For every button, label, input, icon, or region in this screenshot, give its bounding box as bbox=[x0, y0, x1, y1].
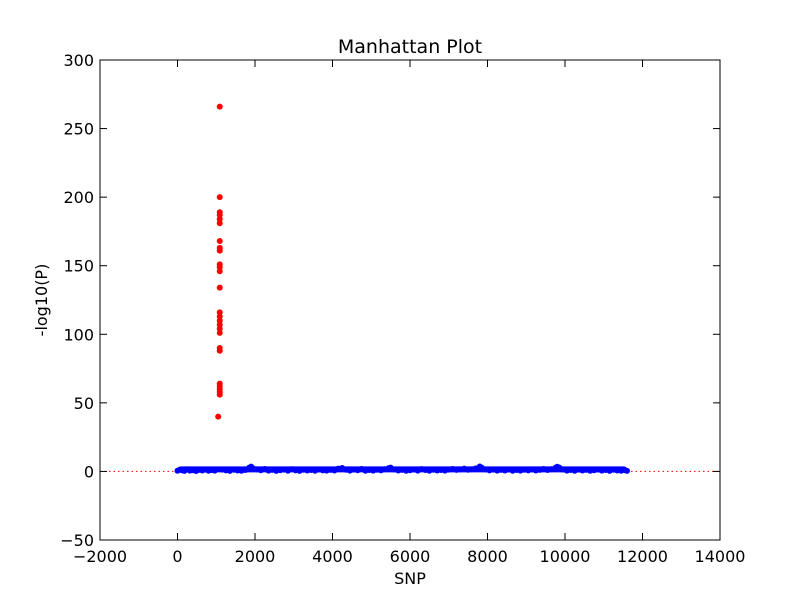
y-tick-label-7: 300 bbox=[63, 51, 94, 70]
x-tick-label-3: 4000 bbox=[312, 547, 353, 566]
snp-point-red-6 bbox=[216, 238, 223, 245]
snp-point-red-8 bbox=[216, 247, 223, 254]
snp-point-red-15 bbox=[216, 317, 223, 324]
snp-point-red-25 bbox=[216, 391, 223, 398]
snp-point-blue-13 bbox=[211, 467, 218, 474]
snp-point-red-10 bbox=[216, 264, 223, 271]
snp-point-red-16 bbox=[216, 321, 223, 328]
y-tick-label-4: 150 bbox=[63, 257, 94, 276]
snp-point-red-20 bbox=[216, 347, 223, 354]
y-tick-label-0: −50 bbox=[60, 531, 94, 550]
snp-point-red-13 bbox=[216, 309, 223, 316]
snp-point-red-0 bbox=[216, 103, 223, 110]
x-tick-label-4: 6000 bbox=[390, 547, 431, 566]
snp-point-blue-122 bbox=[624, 467, 630, 474]
y-tick-label-6: 250 bbox=[63, 120, 94, 139]
axis-ticks: −2000 0 2000 4000 6000 8000 10000 12000 14000−50… bbox=[60, 51, 745, 566]
snp-point-red-18 bbox=[216, 329, 223, 336]
x-tick-label-0: −2000 bbox=[73, 547, 127, 566]
y-axis-label: -log10(P) bbox=[32, 264, 51, 337]
chart-title: Manhattan Plot bbox=[338, 36, 482, 58]
x-tick-label-7: 12000 bbox=[617, 547, 668, 566]
y-tick-label-3: 100 bbox=[63, 325, 94, 344]
plot-frame bbox=[99, 59, 721, 541]
x-tick-label-1: 0 bbox=[172, 547, 182, 566]
x-tick-label-6: 10000 bbox=[540, 547, 591, 566]
snp-point-red-26 bbox=[215, 413, 222, 420]
y-tick-label-2: 50 bbox=[74, 394, 94, 413]
y-tick-label-1: 0 bbox=[84, 462, 94, 481]
snp-point-red-12 bbox=[216, 284, 223, 291]
snp-point-red-4 bbox=[216, 216, 223, 223]
snp-point-red-5 bbox=[216, 220, 223, 227]
snp-point-red-11 bbox=[216, 268, 223, 275]
snp-point-red-3 bbox=[216, 211, 223, 218]
x-tick-label-2: 2000 bbox=[235, 547, 276, 566]
snp-point-red-1 bbox=[216, 194, 223, 201]
x-tick-label-8: 14000 bbox=[695, 547, 746, 566]
x-tick-label-5: 8000 bbox=[467, 547, 508, 566]
x-axis-label: SNP bbox=[394, 569, 426, 588]
snp-point-red-17 bbox=[216, 325, 223, 332]
data-marks bbox=[100, 103, 720, 475]
y-tick-label-5: 200 bbox=[63, 188, 94, 207]
snp-point-red-14 bbox=[216, 313, 223, 320]
